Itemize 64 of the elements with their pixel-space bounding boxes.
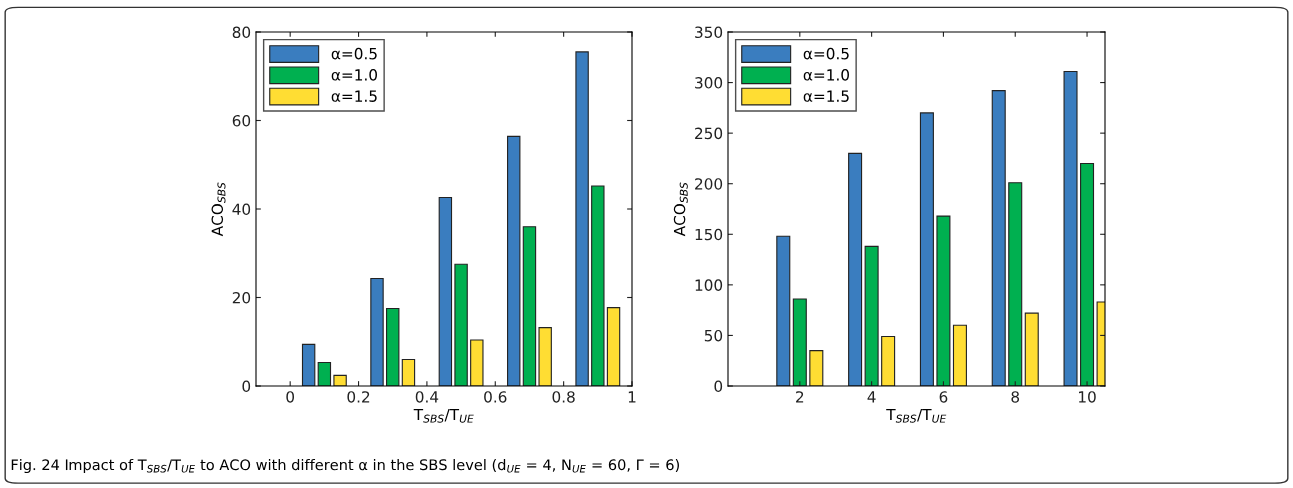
x-tick-label: 0.8 (552, 391, 575, 403)
bar (952, 324, 967, 386)
bar (470, 339, 484, 386)
y-axis-title: ACO$_{SBS}$ (673, 182, 688, 237)
bar (919, 112, 934, 386)
y-axis-title: ACO$_{SBS}$ (211, 182, 226, 237)
bar (575, 51, 589, 386)
text: Fig. 24 Impact of T$_{SBS}$/T$_{UE}$ to ACO with different α in the SBS level (d$_{UE}$ = 4, N$_{UE}$ = 60, Γ = 6) (11, 458, 679, 474)
y-tick-label: 20 (232, 291, 251, 304)
y-tick-label: 100 (695, 279, 723, 291)
y-tick-label: 250 (695, 127, 723, 140)
y-tick-label: 150 (695, 228, 723, 241)
x-tick-label: 2 (796, 391, 804, 403)
bar (386, 308, 400, 386)
bar (776, 235, 791, 386)
bar (507, 135, 521, 386)
bar (606, 307, 621, 386)
bar (438, 196, 453, 386)
legend-label: α=1.5 (331, 90, 377, 102)
y-tick-label: 350 (695, 26, 723, 39)
y-tick-label: 300 (695, 77, 723, 89)
y-tick-label: 50 (704, 329, 723, 342)
bar (1063, 70, 1078, 386)
bar (370, 277, 384, 386)
bar (809, 350, 824, 386)
bar (454, 263, 468, 386)
bar (591, 185, 605, 386)
bar (538, 327, 552, 386)
bar (333, 374, 347, 386)
bar (522, 226, 537, 386)
y-tick-label: 0 (242, 380, 251, 393)
y-tick-label: 40 (232, 203, 251, 216)
legend-label: α=1.5 (803, 90, 849, 102)
bar (848, 152, 863, 386)
legend-label: α=1.0 (803, 69, 850, 81)
x-tick-label: 0.2 (347, 391, 370, 403)
bar (401, 358, 416, 386)
bar (1024, 312, 1039, 386)
x-tick-label: 0 (286, 391, 295, 403)
x-axis-title: T$_{SBS}$/T$_{UE}$ (886, 408, 947, 423)
x-tick-label: 8 (1011, 391, 1020, 403)
x-axis-title: T$_{SBS}$/T$_{UE}$ (413, 408, 474, 423)
bar (991, 90, 1006, 386)
bar (881, 335, 896, 386)
y-tick-label: 0 (714, 380, 723, 393)
bar (792, 298, 807, 386)
bar (864, 245, 879, 386)
legend-label: α=0.5 (331, 47, 377, 60)
legend-label: α=1.0 (331, 69, 378, 81)
x-tick-label: 0.6 (484, 391, 507, 403)
y-tick-label: 80 (232, 26, 251, 39)
legend-label: α=0.5 (803, 47, 849, 60)
x-tick-label: 1 (628, 391, 636, 403)
x-tick-label: 10 (1079, 391, 1096, 403)
bar (317, 361, 332, 386)
x-tick-label: 0.4 (415, 391, 439, 403)
y-tick-label: 200 (695, 178, 723, 190)
x-tick-label: 6 (939, 391, 948, 403)
bar (1080, 162, 1095, 386)
bar (936, 215, 951, 386)
bar (301, 343, 316, 386)
x-tick-label: 4 (867, 391, 876, 403)
y-tick-label: 60 (232, 114, 251, 127)
bar (1008, 182, 1023, 386)
